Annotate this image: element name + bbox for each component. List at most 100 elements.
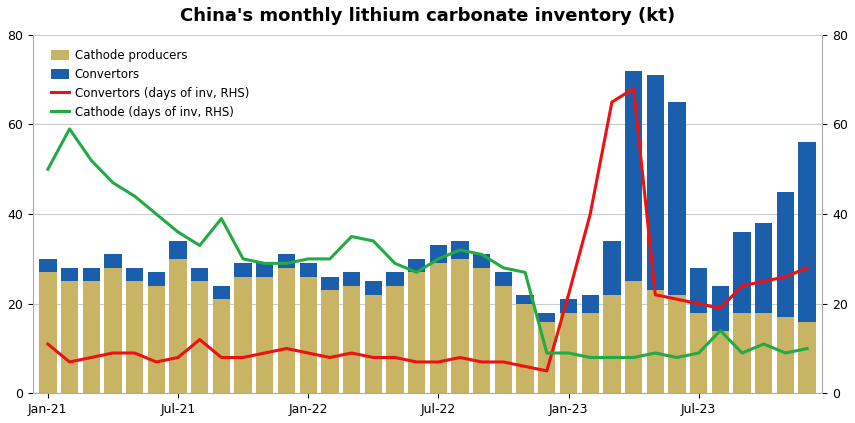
Convertors (days of inv, RHS) <box>628 86 639 91</box>
Bar <box>61 281 78 393</box>
Bar <box>126 281 144 393</box>
Bar <box>278 254 295 268</box>
Bar <box>755 313 772 393</box>
Bar <box>321 290 339 393</box>
Bar <box>604 241 621 295</box>
Bar <box>234 277 251 393</box>
Bar <box>646 290 664 393</box>
Bar <box>430 245 447 264</box>
Cathode (days of inv, RHS) <box>369 239 379 244</box>
Bar <box>364 281 382 295</box>
Convertors (days of inv, RHS) <box>43 341 53 346</box>
Cathode (days of inv, RHS) <box>281 261 292 266</box>
Convertors (days of inv, RHS) <box>64 360 74 365</box>
Legend: Cathode producers, Convertors, Convertors (days of inv, RHS), Cathode (days of i: Cathode producers, Convertors, Convertor… <box>46 44 254 124</box>
Cathode (days of inv, RHS) <box>672 355 682 360</box>
Bar <box>516 304 534 393</box>
Cathode (days of inv, RHS) <box>433 256 444 261</box>
Bar <box>625 281 642 393</box>
Bar <box>61 268 78 281</box>
Convertors (days of inv, RHS) <box>498 360 509 365</box>
Bar <box>343 286 360 393</box>
Convertors (days of inv, RHS) <box>650 292 660 297</box>
Cathode (days of inv, RHS) <box>650 351 660 356</box>
Bar <box>711 286 729 331</box>
Bar <box>234 264 251 277</box>
Bar <box>321 277 339 290</box>
Bar <box>473 254 491 268</box>
Bar <box>299 264 317 277</box>
Convertors (days of inv, RHS) <box>781 274 791 279</box>
Cathode (days of inv, RHS) <box>260 261 270 266</box>
Cathode (days of inv, RHS) <box>195 243 205 248</box>
Cathode (days of inv, RHS) <box>716 328 726 333</box>
Convertors (days of inv, RHS) <box>86 355 97 360</box>
Cathode (days of inv, RHS) <box>781 351 791 356</box>
Bar <box>343 272 360 286</box>
Convertors (days of inv, RHS) <box>693 301 704 306</box>
Bar <box>386 286 404 393</box>
Line: Convertors (days of inv, RHS): Convertors (days of inv, RHS) <box>48 88 807 371</box>
Cathode (days of inv, RHS) <box>607 355 617 360</box>
Convertors (days of inv, RHS) <box>151 360 162 365</box>
Bar <box>625 71 642 281</box>
Bar <box>299 277 317 393</box>
Bar <box>473 268 491 393</box>
Cathode (days of inv, RHS) <box>693 351 704 356</box>
Convertors (days of inv, RHS) <box>737 283 747 288</box>
Cathode (days of inv, RHS) <box>563 351 574 356</box>
Bar <box>669 102 686 295</box>
Convertors (days of inv, RHS) <box>672 297 682 302</box>
Cathode (days of inv, RHS) <box>802 346 812 351</box>
Bar <box>690 268 707 313</box>
Bar <box>669 295 686 393</box>
Line: Cathode (days of inv, RHS): Cathode (days of inv, RHS) <box>48 129 807 357</box>
Bar <box>126 268 144 281</box>
Bar <box>755 223 772 313</box>
Convertors (days of inv, RHS) <box>390 355 400 360</box>
Convertors (days of inv, RHS) <box>346 351 357 356</box>
Bar <box>646 75 664 290</box>
Convertors (days of inv, RHS) <box>455 355 465 360</box>
Cathode (days of inv, RHS) <box>43 167 53 172</box>
Cathode (days of inv, RHS) <box>737 351 747 356</box>
Convertors (days of inv, RHS) <box>108 351 118 356</box>
Bar <box>213 299 230 393</box>
Bar <box>495 272 512 286</box>
Convertors (days of inv, RHS) <box>542 368 552 374</box>
Bar <box>256 277 274 393</box>
Bar <box>104 254 121 268</box>
Cathode (days of inv, RHS) <box>520 270 530 275</box>
Cathode (days of inv, RHS) <box>86 158 97 163</box>
Bar <box>451 259 469 393</box>
Cathode (days of inv, RHS) <box>108 180 118 185</box>
Bar <box>169 259 186 393</box>
Bar <box>364 295 382 393</box>
Convertors (days of inv, RHS) <box>476 360 486 365</box>
Bar <box>191 281 209 393</box>
Bar <box>83 268 100 281</box>
Bar <box>581 313 598 393</box>
Cathode (days of inv, RHS) <box>238 256 248 261</box>
Bar <box>538 313 556 321</box>
Cathode (days of inv, RHS) <box>585 355 595 360</box>
Cathode (days of inv, RHS) <box>628 355 639 360</box>
Cathode (days of inv, RHS) <box>303 256 313 261</box>
Bar <box>148 286 165 393</box>
Bar <box>83 281 100 393</box>
Convertors (days of inv, RHS) <box>195 337 205 342</box>
Convertors (days of inv, RHS) <box>433 360 444 365</box>
Convertors (days of inv, RHS) <box>563 292 574 297</box>
Bar <box>799 321 816 393</box>
Cathode (days of inv, RHS) <box>758 341 769 346</box>
Bar <box>256 264 274 277</box>
Cathode (days of inv, RHS) <box>64 126 74 132</box>
Bar <box>711 331 729 393</box>
Cathode (days of inv, RHS) <box>173 229 183 234</box>
Cathode (days of inv, RHS) <box>151 212 162 217</box>
Cathode (days of inv, RHS) <box>129 194 139 199</box>
Convertors (days of inv, RHS) <box>607 99 617 104</box>
Cathode (days of inv, RHS) <box>216 216 227 221</box>
Cathode (days of inv, RHS) <box>390 261 400 266</box>
Bar <box>581 295 598 313</box>
